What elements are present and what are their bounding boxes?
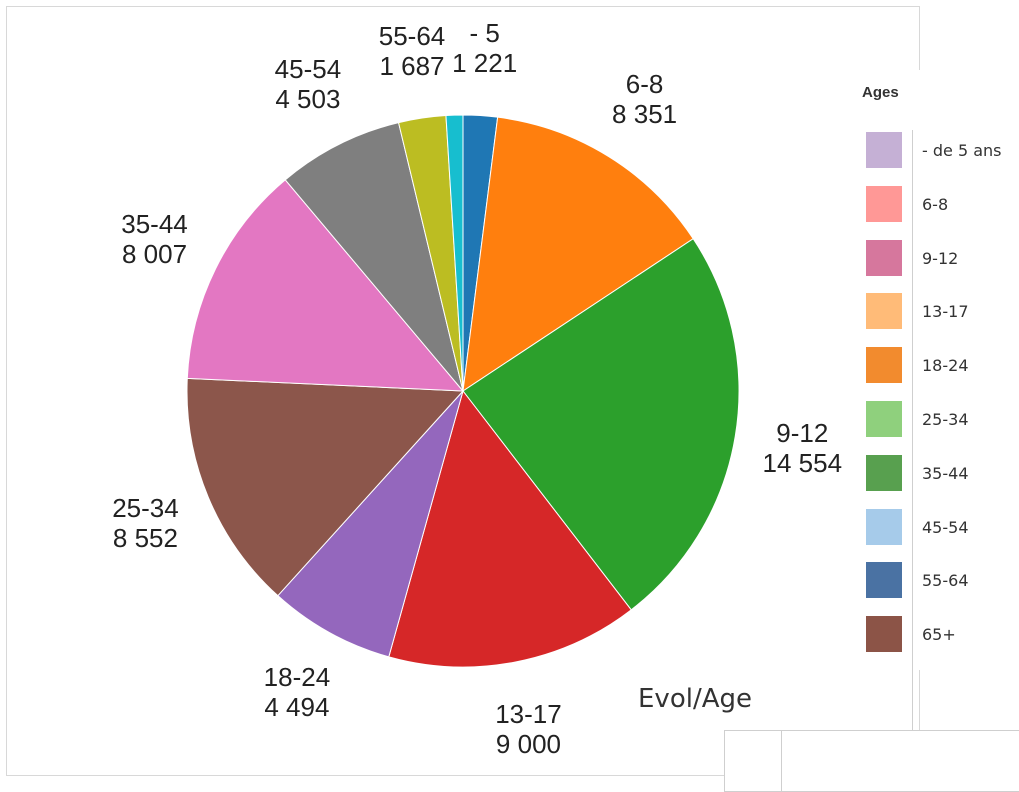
- pie-chart: [186, 114, 740, 668]
- legend-item[interactable]: 25-34: [866, 401, 1019, 437]
- slice-label-5: 18-24 4 494: [264, 662, 331, 722]
- legend-item[interactable]: 13-17: [866, 293, 1019, 330]
- slice-label-2: 6-8 8 351: [612, 69, 677, 129]
- legend-item[interactable]: 6-8: [866, 185, 1019, 222]
- legend-swatch: [866, 562, 902, 599]
- pie-slice-6[interactable]: [186, 377, 465, 597]
- legend-swatch: [866, 347, 902, 384]
- slice-value: 1 221: [452, 47, 518, 78]
- legend-label: 55-64: [922, 571, 969, 591]
- slice-label-6: 25-34 8 552: [112, 493, 179, 553]
- legend-swatch: [866, 293, 902, 330]
- legend: Ages - de 5 ans 6-8 9-12 13-17 18-24 25-34 35-…: [852, 70, 1019, 730]
- legend-label: - de 5 ans: [922, 141, 1002, 160]
- legend-divider: [912, 130, 913, 730]
- legend-item[interactable]: 55-64: [866, 562, 1019, 599]
- slice-value: 8 552: [112, 523, 178, 554]
- slice-category: 35-44: [121, 208, 188, 239]
- slice-value: 1 687: [379, 50, 445, 81]
- evol-panel-divider: [781, 731, 782, 791]
- legend-swatch: [866, 239, 902, 276]
- slice-label-7: 35-44 8 007: [121, 209, 188, 269]
- pie-slice-3[interactable]: [462, 238, 740, 611]
- legend-item[interactable]: 9-12: [866, 239, 1019, 276]
- slice-category: 55-64: [378, 20, 446, 51]
- slice-category: 9-12: [776, 417, 829, 448]
- legend-swatch: [866, 454, 902, 491]
- legend-item[interactable]: 35-44: [866, 454, 1019, 491]
- legend-label: 18-24: [922, 356, 969, 376]
- slice-category: 6-8: [625, 68, 664, 99]
- legend-swatch: [866, 185, 902, 222]
- legend-item[interactable]: - de 5 ans: [866, 132, 1019, 168]
- pie-slice-2[interactable]: [462, 116, 694, 393]
- pie-slice-4[interactable]: [388, 389, 632, 668]
- legend-label: 35-44: [922, 463, 969, 483]
- legend-item[interactable]: 18-24: [866, 347, 1019, 384]
- evol-age-panel: [724, 730, 1019, 792]
- slice-label-9: 55-64 1 687: [379, 21, 446, 81]
- slice-category: 45-54: [274, 53, 342, 84]
- slice-value: 14 554: [762, 447, 843, 478]
- legend-label: 65+: [922, 625, 956, 645]
- slice-value: 9 000: [495, 728, 561, 759]
- slice-value: 4 503: [275, 83, 341, 114]
- legend-label: 13-17: [922, 302, 969, 322]
- legend-item[interactable]: 65+: [866, 616, 1019, 653]
- legend-item[interactable]: 45-54: [866, 508, 1019, 545]
- slice-value: 8 007: [121, 238, 188, 269]
- legend-title: Ages: [862, 84, 899, 101]
- pie-slice-10[interactable]: [445, 114, 464, 392]
- slice-value: 8 351: [612, 98, 678, 129]
- evol-age-title: Evol/Age: [638, 684, 752, 714]
- legend-swatch: [866, 132, 902, 168]
- slice-category: 13-17: [495, 698, 562, 729]
- slice-label-8: 45-54 4 503: [275, 54, 342, 114]
- legend-label: 6-8: [922, 194, 949, 214]
- slice-label-3: 9-12 14 554: [763, 418, 843, 478]
- slice-label-4: 13-17 9 000: [495, 699, 562, 759]
- legend-swatch: [866, 401, 902, 437]
- slice-category: 18-24: [263, 662, 331, 693]
- legend-label: 45-54: [922, 517, 969, 537]
- pie-slice-8[interactable]: [284, 122, 464, 392]
- legend-label: 25-34: [922, 410, 969, 429]
- legend-swatch: [866, 616, 902, 653]
- slice-value: 4 494: [264, 692, 330, 723]
- pie-slice-7[interactable]: [186, 179, 465, 392]
- slice-category: 25-34: [112, 493, 179, 524]
- slice-category: - 5: [469, 17, 500, 48]
- legend-swatch: [866, 508, 902, 545]
- pie-slice-5[interactable]: [277, 390, 464, 658]
- legend-label: 9-12: [922, 248, 959, 268]
